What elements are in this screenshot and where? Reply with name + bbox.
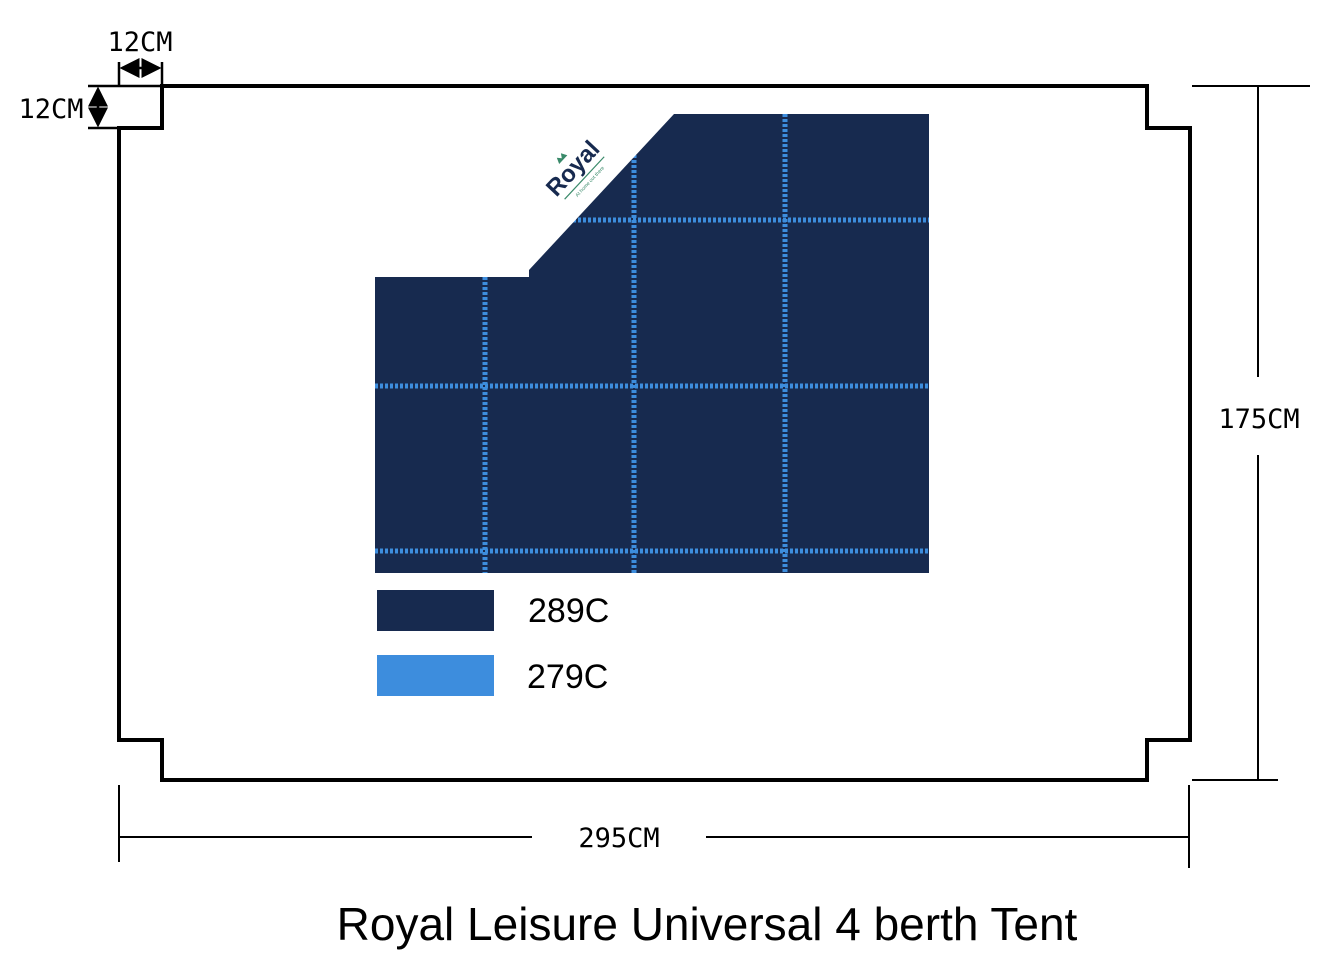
height-label: 175CM — [1218, 404, 1299, 435]
width-dimension-lines — [118, 785, 1190, 868]
notch-width-label: 12CM — [107, 27, 172, 58]
swatch-289c-label: 289C — [528, 592, 609, 630]
height-dimension-lines — [1192, 85, 1310, 781]
logo-corner — [529, 114, 674, 270]
swatch-279c-label: 279C — [527, 658, 608, 696]
mat-body — [375, 114, 929, 573]
width-label: 295CM — [578, 823, 659, 854]
groundsheet-mat: Royal At home out there — [375, 114, 929, 573]
mat-grid-lines — [375, 114, 929, 573]
notch-height-label: 12CM — [18, 94, 83, 125]
diagram-title: Royal Leisure Universal 4 berth Tent — [337, 898, 1078, 950]
notch-dimension-lines — [88, 58, 164, 130]
swatch-289c — [377, 590, 494, 631]
crown-icon — [556, 153, 568, 164]
swatch-279c — [377, 655, 494, 696]
